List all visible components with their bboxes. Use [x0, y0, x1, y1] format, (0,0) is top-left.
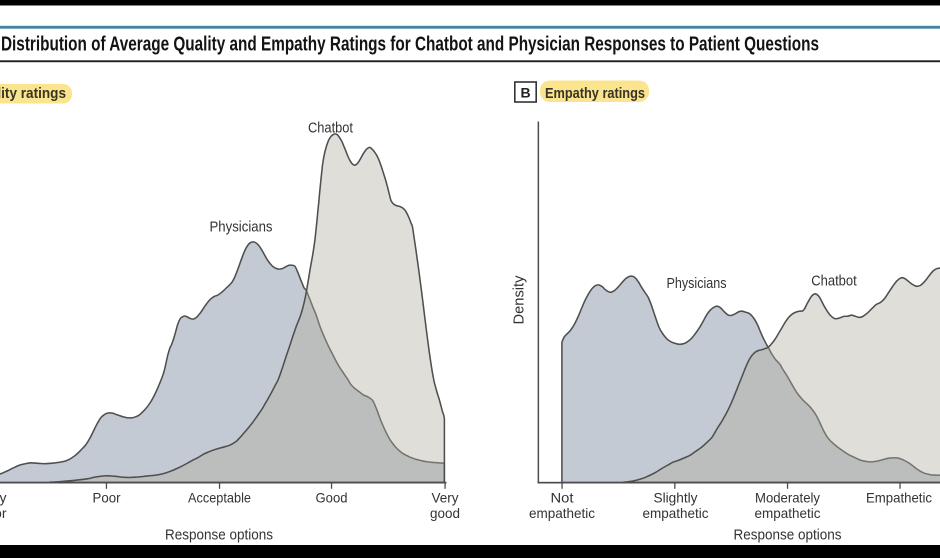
svg-text:Chatbot: Chatbot: [811, 273, 857, 290]
svg-text:good: good: [430, 505, 460, 521]
svg-text:Empathy ratings: Empathy ratings: [545, 86, 645, 102]
svg-text:Moderately: Moderately: [755, 490, 820, 506]
svg-text:Very: Very: [432, 490, 459, 506]
svg-text:Acceptable: Acceptable: [188, 490, 251, 506]
svg-text:Good: Good: [316, 490, 348, 506]
svg-text:Physicians: Physicians: [667, 275, 727, 292]
svg-text:Response options: Response options: [734, 528, 842, 544]
svg-text:Distribution of Average Qualit: Distribution of Average Quality and Empa…: [1, 33, 819, 56]
svg-text:Not: Not: [551, 490, 574, 506]
svg-text:Physicians: Physicians: [210, 219, 273, 236]
svg-text:B: B: [520, 85, 530, 101]
svg-text:Density: Density: [512, 275, 528, 325]
svg-text:Chatbot: Chatbot: [308, 119, 354, 136]
svg-text:Empathetic: Empathetic: [866, 490, 932, 506]
svg-text:Poor: Poor: [93, 490, 121, 506]
svg-text:Response options: Response options: [165, 528, 273, 544]
svg-text:Very: Very: [0, 490, 7, 506]
svg-text:empathetic: empathetic: [643, 505, 709, 521]
svg-text:Quality ratings: Quality ratings: [0, 86, 66, 102]
svg-text:empathetic: empathetic: [529, 505, 595, 521]
svg-text:Slightly: Slightly: [654, 490, 698, 506]
svg-text:poor: poor: [0, 505, 7, 521]
svg-text:empathetic: empathetic: [755, 505, 821, 521]
